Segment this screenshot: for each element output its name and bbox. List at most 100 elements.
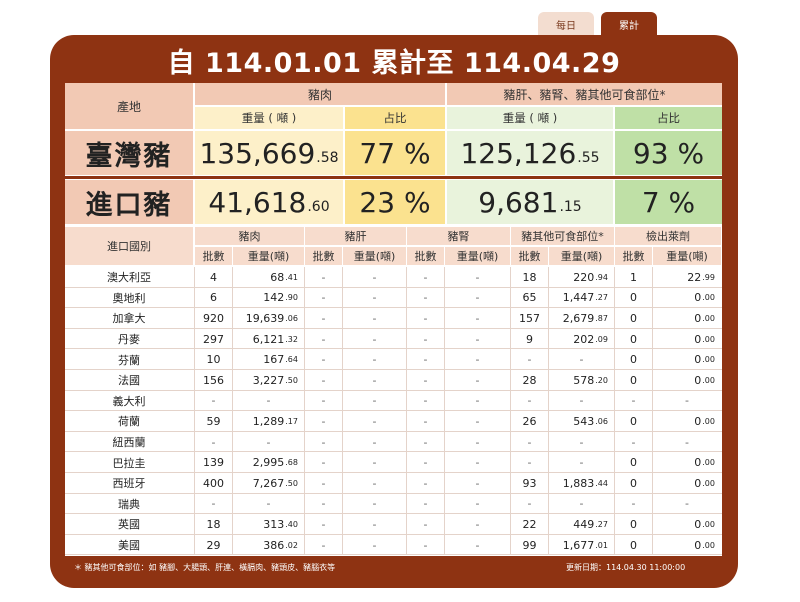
batch-count: 400 bbox=[203, 476, 224, 490]
batch-count: 9 bbox=[526, 332, 533, 346]
weight-frac: .00 bbox=[702, 519, 715, 529]
weight-int: 578 bbox=[573, 373, 595, 387]
row-divider bbox=[65, 430, 722, 432]
batch-count: - bbox=[423, 270, 428, 284]
batch-count: 0 bbox=[630, 456, 637, 470]
batch-header: 批數 bbox=[511, 247, 548, 265]
group-header: 豬肉 bbox=[195, 227, 304, 245]
weight-value: - bbox=[445, 349, 510, 370]
weight-value: - bbox=[445, 308, 510, 329]
weight-value: - bbox=[343, 349, 406, 370]
batch-count: - bbox=[423, 456, 428, 470]
weight-value: - bbox=[445, 494, 510, 515]
origin-label: 進口豬 bbox=[65, 180, 193, 224]
batch-count: 10 bbox=[206, 353, 221, 367]
weight-int: - bbox=[475, 476, 480, 490]
weight-int: - bbox=[372, 373, 377, 387]
batch-header: 批數 bbox=[195, 247, 232, 265]
weight-int: 6,121 bbox=[252, 332, 285, 346]
offal-share-header: 占比 bbox=[615, 107, 722, 129]
batch-count: - bbox=[321, 373, 326, 387]
weight-int: - bbox=[579, 435, 584, 449]
batch-count: 4 bbox=[210, 270, 217, 284]
weight-value: 0.00 bbox=[653, 452, 721, 473]
batch-count: 1 bbox=[630, 270, 637, 284]
pork-weight-frac: .60 bbox=[307, 199, 330, 215]
weight-int: 68 bbox=[270, 270, 285, 284]
weight-frac: .17 bbox=[285, 416, 298, 426]
column-divider bbox=[406, 267, 407, 556]
weight-frac: .64 bbox=[285, 355, 298, 365]
batch-count: - bbox=[321, 456, 326, 470]
weight-frac: .00 bbox=[702, 313, 715, 323]
column-divider bbox=[342, 267, 343, 556]
origin-label: 臺灣豬 bbox=[65, 131, 193, 175]
batch-count: 0 bbox=[630, 353, 637, 367]
weight-int: - bbox=[372, 394, 377, 408]
weight-frac: .00 bbox=[702, 375, 715, 385]
weight-int: 2,679 bbox=[562, 311, 595, 325]
weight-int: 0 bbox=[694, 332, 702, 346]
weight-value: - bbox=[445, 288, 510, 309]
weight-value: - bbox=[445, 535, 510, 556]
weight-int: - bbox=[475, 373, 480, 387]
weight-value: - bbox=[233, 494, 304, 515]
weight-value: 2,679.87 bbox=[549, 308, 614, 329]
batch-header: 批數 bbox=[407, 247, 444, 265]
offal-share: 7 % bbox=[615, 180, 722, 224]
weight-int: 313 bbox=[263, 517, 285, 531]
offal-weight-int: 125,126 bbox=[460, 136, 577, 170]
weight-value: - bbox=[445, 391, 510, 412]
weight-value: 1,677.01 bbox=[549, 535, 614, 556]
weight-value: - bbox=[445, 432, 510, 453]
batch-count: 297 bbox=[203, 332, 224, 346]
update-timestamp: 更新日期：114.04.30 11:00:00 bbox=[566, 563, 686, 572]
weight-value: - bbox=[445, 329, 510, 350]
weight-int: - bbox=[372, 476, 377, 490]
weight-frac: .06 bbox=[595, 416, 608, 426]
batch-count: 139 bbox=[203, 456, 224, 470]
weight-int: 0 bbox=[694, 414, 702, 428]
batch-count: 65 bbox=[522, 291, 537, 305]
offal-weight: 125,126.55 bbox=[447, 131, 613, 175]
weight-frac: .06 bbox=[285, 313, 298, 323]
batch-count: - bbox=[321, 332, 326, 346]
weight-int: 0 bbox=[694, 476, 702, 490]
weight-int: - bbox=[579, 456, 584, 470]
weight-int: - bbox=[475, 394, 480, 408]
batch-count: 59 bbox=[206, 414, 221, 428]
batch-count: - bbox=[423, 517, 428, 531]
weight-value: - bbox=[343, 473, 406, 494]
weight-value: - bbox=[343, 288, 406, 309]
weight-value: 7,267.50 bbox=[233, 473, 304, 494]
section-divider bbox=[65, 176, 722, 179]
pork-weight: 135,669.58 bbox=[195, 131, 343, 175]
weight-value: 0.00 bbox=[653, 349, 721, 370]
weight-value: - bbox=[445, 514, 510, 535]
batch-count: 18 bbox=[522, 270, 537, 284]
offal-weight-frac: .15 bbox=[559, 199, 582, 215]
column-divider bbox=[232, 267, 233, 556]
weight-int: - bbox=[579, 353, 584, 367]
weight-value: - bbox=[445, 267, 510, 288]
batch-count: 0 bbox=[630, 517, 637, 531]
batch-count: - bbox=[527, 456, 532, 470]
batch-count: 0 bbox=[630, 476, 637, 490]
country-name: 芬蘭 bbox=[118, 353, 140, 367]
batch-count: - bbox=[321, 270, 326, 284]
weight-int: 1,289 bbox=[252, 414, 285, 428]
tab-daily[interactable]: 每日 bbox=[538, 12, 594, 36]
weight-header: 重量(噸) bbox=[343, 247, 406, 265]
report-panel: 自 114.01.01 累計至 114.04.29 產地 豬肉 豬肝、豬腎、豬其他可… bbox=[50, 35, 738, 588]
group-header: 檢出萊劑 bbox=[615, 227, 721, 245]
weight-int: 19,639 bbox=[245, 311, 285, 325]
batch-count: - bbox=[321, 435, 326, 449]
weight-int: - bbox=[475, 332, 480, 346]
pork-weight-int: 41,618 bbox=[208, 185, 307, 219]
footnote: ＊ 豬其他可食部位：如 豬腳、大腸頭、肝連、橫膈肉、豬頭皮、豬腦衣等 bbox=[74, 563, 336, 572]
batch-count: - bbox=[423, 332, 428, 346]
weight-int: - bbox=[266, 394, 271, 408]
tab-cumulative[interactable]: 累計 bbox=[601, 12, 657, 36]
batch-count: - bbox=[321, 353, 326, 367]
row-divider bbox=[65, 472, 722, 473]
